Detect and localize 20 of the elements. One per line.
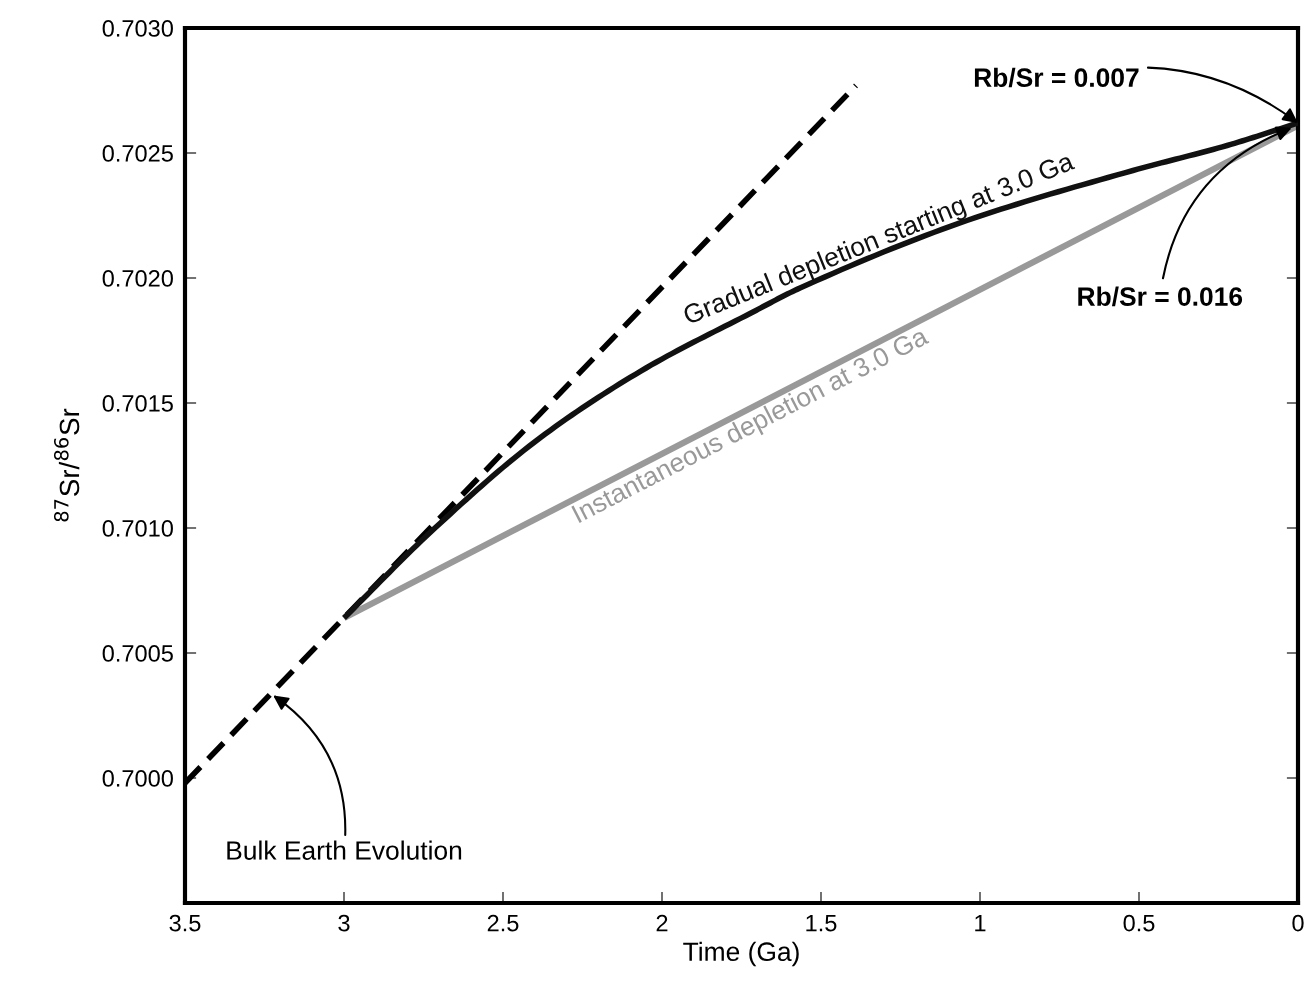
- y-tick-label: 0.7020: [102, 270, 173, 287]
- y-tick-label: 0.7005: [102, 645, 173, 662]
- x-tick-label: 0: [1292, 914, 1304, 932]
- x-tick-label: 3.5: [169, 914, 201, 932]
- text: Bulk Earth Evolution: [227, 840, 462, 860]
- x-tick-label: 3: [338, 914, 350, 932]
- y-tick-label: 0.7025: [102, 145, 173, 162]
- y-axis-title: $^{87}$Sr/$^{86}$Sr: [53, 408, 80, 522]
- annotation: Rb/Sr = 0.016: [1078, 286, 1243, 307]
- x-axis-title: Time (Ga): [683, 941, 799, 967]
- x-tick-label: 1.5: [806, 914, 837, 932]
- y-tick-label: 0.7015: [102, 395, 173, 412]
- y-tick-label: 0.7010: [102, 520, 173, 537]
- x-tick-label: 1: [975, 914, 986, 932]
- annotation: Rb/Sr = 0.007: [974, 67, 1139, 88]
- x-tick-label: 2: [656, 914, 668, 932]
- y-tick-label: 0.7000: [102, 770, 173, 787]
- y-tick-label: 0.7030: [102, 20, 173, 37]
- x-tick-label: 0.5: [1123, 914, 1155, 932]
- x-tick-label: 2.5: [487, 914, 519, 932]
